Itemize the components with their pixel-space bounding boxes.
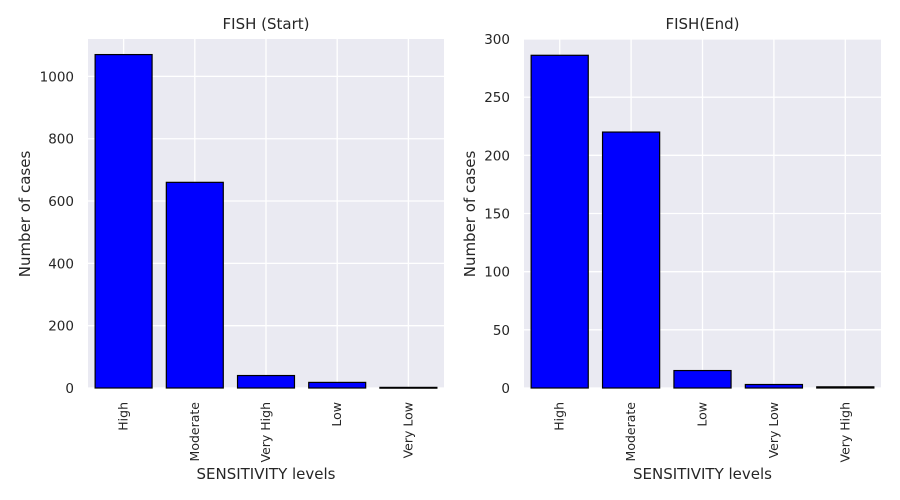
x-category-label: Low: [695, 402, 710, 427]
y-axis-label: Number of cases: [16, 151, 34, 278]
x-category-label: Very Low: [766, 402, 781, 458]
x-category-label: Moderate: [623, 402, 638, 462]
y-tick-label: 0: [65, 381, 74, 397]
bar-low: [308, 381, 367, 389]
y-tick-label: 200: [48, 319, 74, 335]
x-category-label: Low: [329, 402, 344, 427]
y-tick-label: 250: [484, 90, 510, 106]
y-tick-label: 800: [48, 132, 74, 148]
bar-very-high: [816, 386, 875, 389]
bar-moderate: [601, 131, 661, 389]
x-category-label: Very Low: [400, 402, 415, 458]
x-category-label: Very High: [837, 402, 852, 463]
bar-high: [530, 54, 589, 389]
bar-high: [94, 53, 153, 389]
chart-panel-1: 0 50 100 150 200 250 300 High Moderate Low Very Lo…: [461, 15, 881, 483]
bar-moderate: [165, 181, 224, 389]
y-tick-label: 600: [48, 194, 74, 210]
bar-very-low: [379, 386, 438, 389]
y-tick-label: 1000: [40, 69, 74, 85]
bar-very-high: [236, 374, 296, 389]
y-tick-label: 150: [484, 207, 510, 223]
x-category-label: Moderate: [187, 402, 202, 462]
y-tick-label: 0: [501, 381, 510, 397]
y-tick-label: 300: [484, 32, 510, 48]
y-tick-label: 400: [48, 256, 74, 272]
x-category-label: High: [116, 402, 131, 431]
x-axis-label: SENSITIVITY levels: [633, 465, 772, 483]
x-category-label: High: [552, 402, 567, 431]
bar-very-low: [744, 383, 804, 389]
bar-low: [673, 369, 732, 389]
y-axis-label: Number of cases: [461, 151, 479, 278]
x-axis-label: SENSITIVITY levels: [196, 465, 335, 483]
chart-title: FISH (Start): [223, 15, 310, 33]
chart-title: FISH(End): [665, 15, 739, 33]
y-tick-label: 50: [493, 323, 510, 339]
x-category-label: Very High: [258, 402, 273, 463]
y-tick-label: 100: [484, 265, 510, 281]
chart-panel-0: 0 200 400 600 800 1000 High Moderate Very High Lo…: [16, 15, 444, 483]
y-tick-label: 200: [484, 148, 510, 164]
